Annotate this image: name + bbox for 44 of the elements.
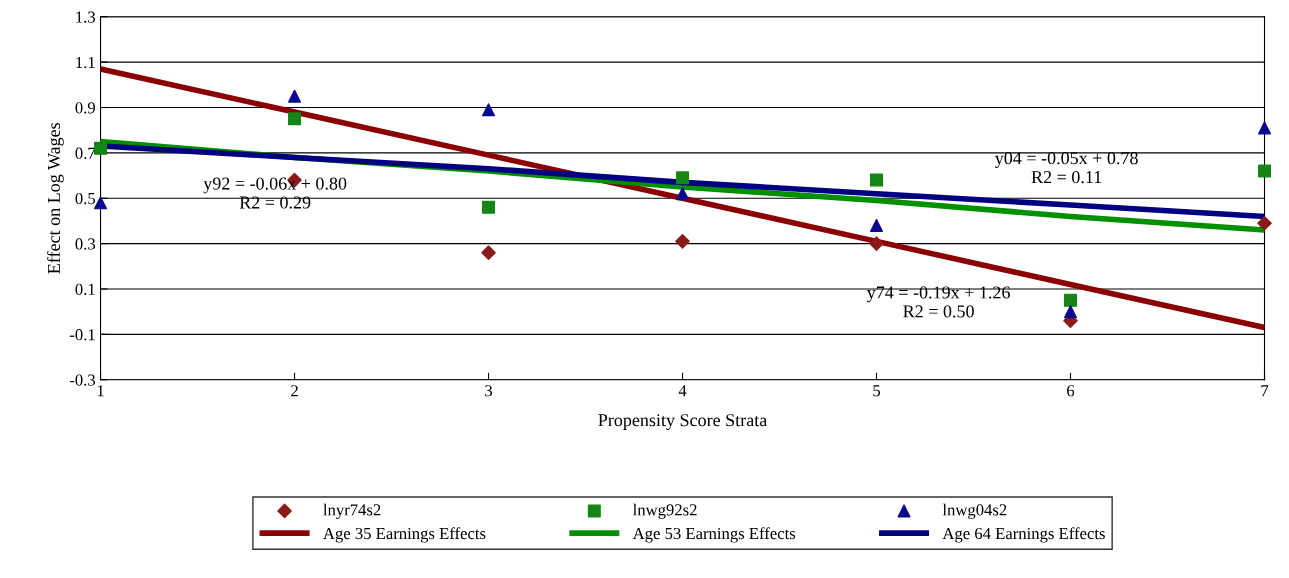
point	[870, 218, 884, 232]
legend-label: Age 35 Earnings Effects	[323, 527, 486, 543]
x-axis-title: Propensity Score Strata	[598, 414, 768, 430]
point	[1064, 293, 1078, 307]
x-tick-label: 4	[678, 385, 687, 397]
point	[94, 196, 108, 210]
x-tick-label: 3	[485, 385, 493, 397]
annotation: y04 = -0.05x + 0.78 R2 = 0.11	[994, 152, 1138, 184]
y-tick-label: 0.7	[75, 147, 96, 159]
point	[869, 236, 884, 251]
y-tick-label: -0.3	[69, 374, 96, 386]
y-tick-label: 0.1	[75, 283, 95, 296]
y-tick-label: 1.3	[76, 11, 96, 23]
y-tick-label: -0.1	[69, 329, 95, 341]
point	[94, 141, 108, 155]
x-tick-label: 6	[1067, 385, 1075, 397]
legend-label: lnwg04s2	[942, 503, 1007, 519]
point	[675, 234, 690, 249]
x-tick-label: 5	[873, 385, 881, 397]
legend-label: lnwg92s2	[632, 503, 697, 519]
y-tick-label: 0.3	[75, 238, 96, 250]
point	[482, 103, 496, 117]
point	[482, 200, 496, 214]
point	[676, 187, 690, 201]
point	[288, 112, 302, 126]
y-tick-label: 0.9	[75, 102, 95, 114]
y-tick-label: 0.5	[75, 192, 96, 205]
legend-label: lnyr74s2	[323, 503, 381, 519]
point	[676, 171, 690, 185]
point	[288, 89, 302, 103]
y-tick-label: 1.1	[76, 56, 95, 69]
point	[1258, 121, 1272, 135]
x-tick-label: 2	[291, 385, 298, 397]
x-tick-label: 1	[97, 385, 104, 397]
legend-label: Age 53 Earnings Effects	[632, 527, 796, 543]
x-tick-label: 7	[1261, 385, 1269, 397]
point	[870, 173, 884, 187]
annotation: y74 = -0.19x + 1.26 R2 = 0.50	[866, 286, 1010, 318]
point	[1064, 305, 1078, 319]
point	[1257, 215, 1272, 231]
point	[481, 245, 496, 260]
point	[1258, 164, 1272, 178]
y-axis-title: Effect on Log Wages	[47, 122, 64, 274]
legend-label: Age 64 Earnings Effects	[942, 527, 1105, 543]
